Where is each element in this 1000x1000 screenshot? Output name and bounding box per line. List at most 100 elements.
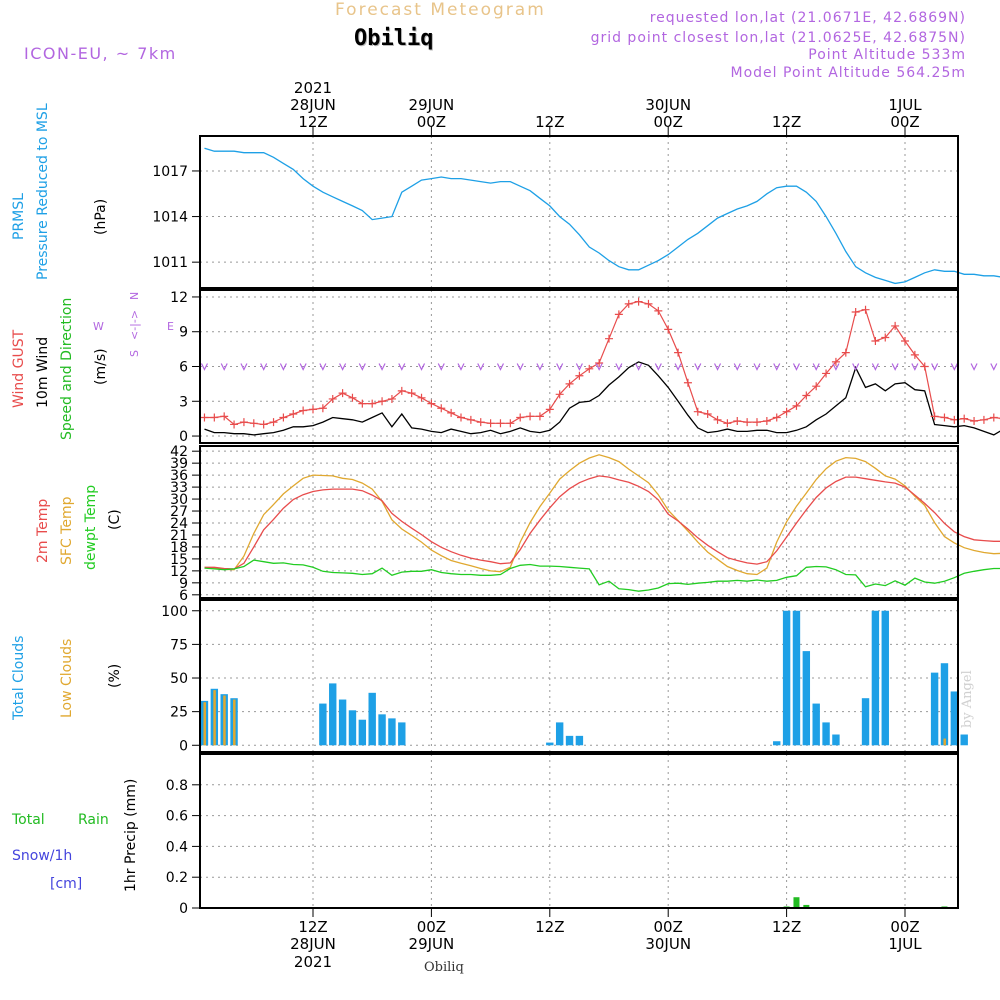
wind-dir-marker-42 [615, 363, 623, 371]
total-clouds-bar-14 [338, 699, 347, 746]
wind-dir-marker-56 [753, 363, 761, 371]
ytick-label-2-0: 6 [179, 588, 188, 604]
wind-dir-marker-74 [931, 363, 939, 371]
wind-dir-marker-4 [240, 363, 248, 371]
gust-point-32 [516, 413, 525, 422]
gust-point-25 [447, 408, 456, 417]
footer-station-name: Obiliq [424, 960, 464, 975]
gust-point-47 [664, 325, 673, 334]
ytick-label-2-6: 24 [170, 516, 188, 532]
gust-point-77 [960, 414, 969, 423]
total-clouds-bar-68 [871, 610, 880, 746]
gust-point-41 [605, 334, 613, 343]
gust-point-9 [289, 410, 298, 419]
gust-point-28 [476, 418, 485, 427]
precip-total-label: Total [11, 812, 45, 828]
gust-point-35 [545, 405, 554, 414]
ytick-label-4-1: 0.2 [166, 870, 188, 886]
gust-point-59 [782, 407, 791, 416]
wind-10m-line [204, 361, 1000, 436]
ytick-label-1-3: 9 [179, 325, 188, 341]
gust-point-73 [920, 362, 929, 371]
wind-dir-marker-24 [437, 363, 445, 371]
gust-point-60 [792, 401, 801, 410]
gust-point-44 [634, 297, 643, 306]
gust-point-72 [910, 350, 919, 359]
gust-point-80 [989, 413, 998, 422]
ytick-label-2-7: 27 [170, 504, 188, 520]
ytick-label-4-4: 0.8 [166, 778, 188, 794]
bottom-year-label: 2021 [294, 953, 332, 971]
gust-point-13 [328, 394, 337, 403]
total-clouds-bar-37 [565, 735, 574, 746]
bottom-hour-label-1: 00Z [417, 918, 446, 936]
ytick-label-2-4: 18 [170, 540, 188, 556]
gust-point-29 [486, 419, 495, 428]
total-clouds-bar-13 [329, 683, 337, 746]
top-hour-label-4: 12Z [772, 113, 801, 131]
top-date-label-0: 28JUN [290, 96, 336, 114]
total-clouds-bar-64 [832, 734, 840, 746]
low-clouds-label: Low Clouds [59, 639, 75, 718]
gust-point-36 [555, 390, 564, 399]
ytick-label-0-1: 1014 [152, 210, 188, 226]
gust-point-27 [466, 415, 475, 424]
ytick-label-1-4: 12 [170, 290, 188, 306]
ytick-label-2-10: 36 [170, 468, 188, 484]
wind-dir-marker-72 [911, 363, 919, 371]
gust-point-68 [871, 337, 880, 345]
gust-point-75 [940, 413, 949, 422]
gust-point-6 [259, 420, 268, 429]
clouds-unit-label: (%) [107, 664, 123, 688]
gust-point-19 [387, 394, 396, 403]
gust-point-7 [269, 418, 278, 427]
low-clouds-bar-3 [233, 699, 236, 746]
gust-point-52 [713, 415, 722, 424]
wind-dir-label: Speed and Direction [59, 298, 75, 440]
rain-bar-60 [793, 897, 800, 908]
wind-compass-w: W [93, 320, 104, 333]
gust-point-58 [772, 413, 781, 422]
gust-point-38 [575, 371, 584, 380]
ytick-label-1-2: 6 [179, 360, 188, 376]
precip-snow-label: Snow/1h [12, 848, 72, 864]
gust-point-45 [644, 299, 653, 308]
wind-dir-marker-12 [319, 363, 327, 371]
low-clouds-bar-0 [203, 702, 206, 746]
ytick-label-3-2: 50 [170, 671, 188, 687]
gust-point-3 [230, 420, 239, 429]
ytick-label-4-3: 0.6 [166, 809, 188, 825]
gust-point-17 [368, 399, 377, 408]
gust-point-12 [318, 404, 327, 413]
dewpt-temp-line [204, 559, 1000, 592]
panel-frame-2 [199, 445, 959, 599]
requested-coords: requested lon,lat (21.0671E, 42.6869N) [649, 10, 966, 26]
pressure-label-reduced: Pressure Reduced to MSL [35, 103, 51, 280]
gust-point-71 [901, 337, 909, 345]
ytick-label-1-1: 3 [179, 394, 188, 410]
gust-point-56 [753, 418, 761, 427]
gust-point-51 [703, 410, 712, 419]
total-clouds-bar-77 [960, 734, 968, 746]
total-clouds-bar-36 [555, 722, 564, 746]
grid-point-coords: grid point closest lon,lat (21.0625E, 42… [590, 30, 966, 46]
gust-point-21 [407, 389, 416, 398]
wind-dir-marker-70 [891, 363, 899, 371]
gust-point-76 [950, 415, 959, 424]
gust-point-26 [457, 413, 465, 422]
gust-point-61 [802, 391, 811, 400]
wind-dir-marker-2 [220, 363, 228, 371]
pressure-unit-label: (hPa) [93, 199, 109, 235]
gust-point-8 [279, 413, 288, 422]
wind-dir-marker-18 [378, 363, 386, 371]
gust-point-10 [299, 406, 308, 415]
gust-point-2 [220, 412, 229, 421]
gust-point-69 [881, 333, 890, 342]
total-clouds-bar-74 [930, 672, 939, 746]
total-clouds-bar-16 [358, 719, 367, 746]
low-clouds-bar-2 [223, 695, 226, 746]
ytick-label-3-0: 0 [179, 738, 188, 754]
gust-point-65 [841, 348, 850, 357]
gust-point-46 [654, 306, 663, 315]
gust-point-18 [378, 397, 387, 406]
